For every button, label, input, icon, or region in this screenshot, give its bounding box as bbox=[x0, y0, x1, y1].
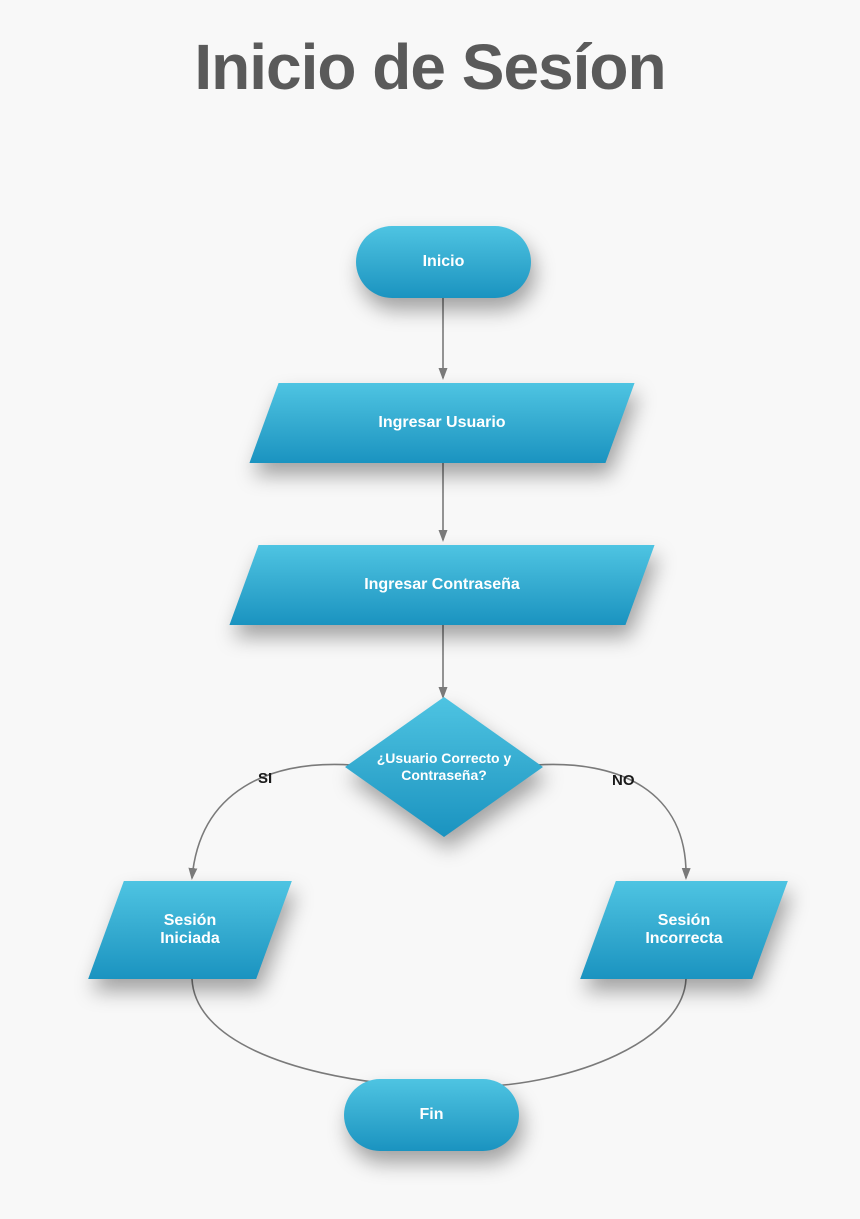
edge-label-si: SI bbox=[258, 770, 272, 787]
flowchart-canvas: Inicio Ingresar Usuario Ingresar Contraseñ… bbox=[0, 0, 860, 1219]
node-end: Fin bbox=[344, 1079, 519, 1151]
edge-ok-end bbox=[192, 979, 400, 1085]
node-pass: Ingresar Contraseña bbox=[244, 545, 640, 625]
node-label: ¿Usuario Correcto y Contraseña? bbox=[345, 750, 543, 785]
node-label: Ingresar Contraseña bbox=[364, 576, 520, 594]
node-label: SesiónIniciada bbox=[160, 912, 220, 948]
node-user: Ingresar Usuario bbox=[264, 383, 620, 463]
node-label: SesiónIncorrecta bbox=[645, 912, 722, 948]
node-decision: ¿Usuario Correcto y Contraseña? bbox=[345, 697, 543, 837]
node-bad: SesiónIncorrecta bbox=[598, 881, 770, 979]
edge-label-no: NO bbox=[612, 772, 635, 789]
edge-bad-end bbox=[472, 979, 686, 1087]
node-label: Ingresar Usuario bbox=[378, 414, 505, 432]
node-start: Inicio bbox=[356, 226, 531, 298]
node-ok: SesiónIniciada bbox=[106, 881, 274, 979]
